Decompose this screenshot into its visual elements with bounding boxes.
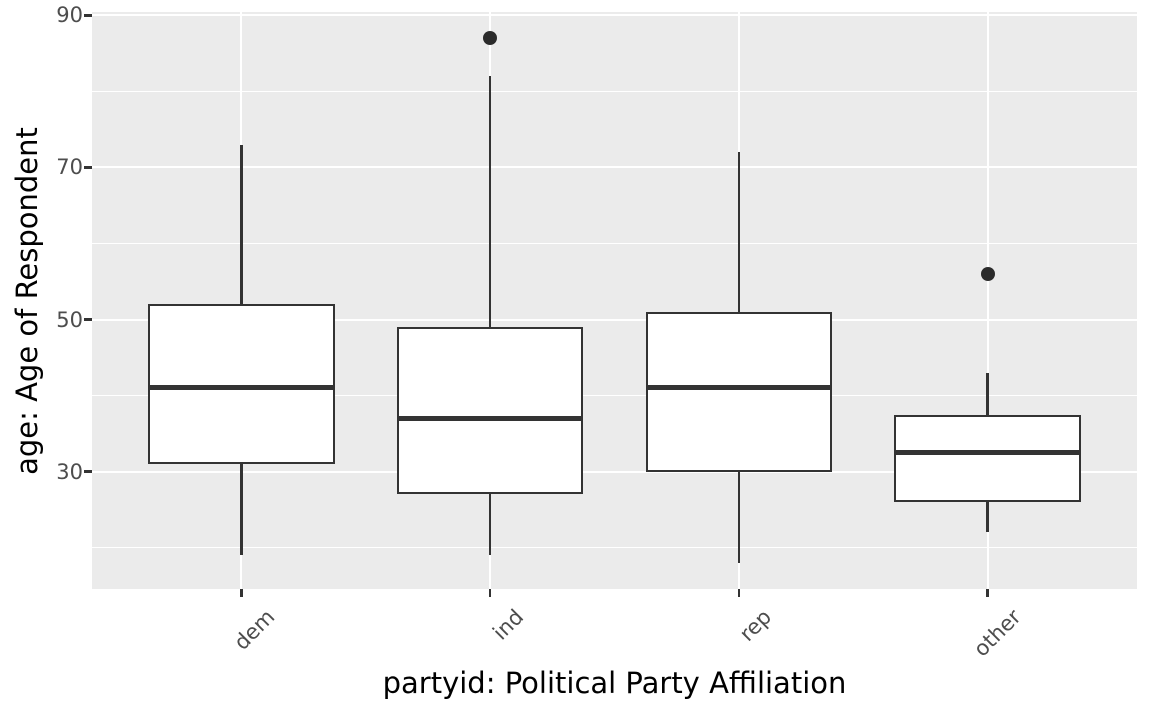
box-rep: [645, 311, 833, 472]
gridline-minor-20: [92, 547, 1137, 549]
x-tick-mark-ind: [488, 589, 492, 597]
y-tick-label-90: 90: [56, 3, 83, 28]
gridline-minor-80: [92, 90, 1137, 92]
y-axis-title: age: Age of Respondent: [10, 126, 44, 475]
x-tick-label-dem: dem: [228, 604, 279, 655]
y-tick-mark-30: [84, 470, 92, 473]
whisker-ind: [488, 76, 492, 556]
gridline-minor-40: [92, 395, 1137, 397]
x-axis-title: partyid: Political Party Affiliation: [382, 666, 847, 700]
y-tick-mark-70: [84, 166, 92, 169]
x-tick-label-other: other: [968, 604, 1026, 662]
median-other: [894, 450, 1081, 456]
box-other: [894, 414, 1081, 502]
gridline-major-70: [92, 166, 1137, 169]
outlier-other: [980, 266, 995, 281]
y-tick-label-50: 50: [56, 307, 83, 332]
y-tick-label-70: 70: [56, 155, 83, 180]
gridline-major-90: [92, 14, 1137, 17]
box-dem: [147, 304, 335, 464]
median-rep: [645, 385, 833, 391]
gridline-major-50: [92, 318, 1137, 321]
y-tick-label-30: 30: [56, 459, 83, 484]
x-tick-mark-rep: [737, 589, 741, 597]
median-dem: [147, 385, 335, 391]
plot-panel: [92, 12, 1137, 589]
median-ind: [396, 415, 584, 421]
x-tick-label-ind: ind: [487, 604, 528, 645]
x-tick-mark-dem: [240, 589, 243, 597]
gridline-minor-60: [92, 242, 1137, 244]
gridline-major-30: [92, 470, 1137, 473]
box-ind: [396, 327, 584, 495]
y-tick-mark-50: [84, 318, 92, 321]
y-tick-mark-90: [84, 14, 92, 17]
x-tick-label-rep: rep: [735, 604, 777, 647]
x-gridline-other: [986, 12, 989, 589]
outlier-ind: [483, 31, 498, 46]
x-tick-mark-other: [986, 589, 989, 597]
